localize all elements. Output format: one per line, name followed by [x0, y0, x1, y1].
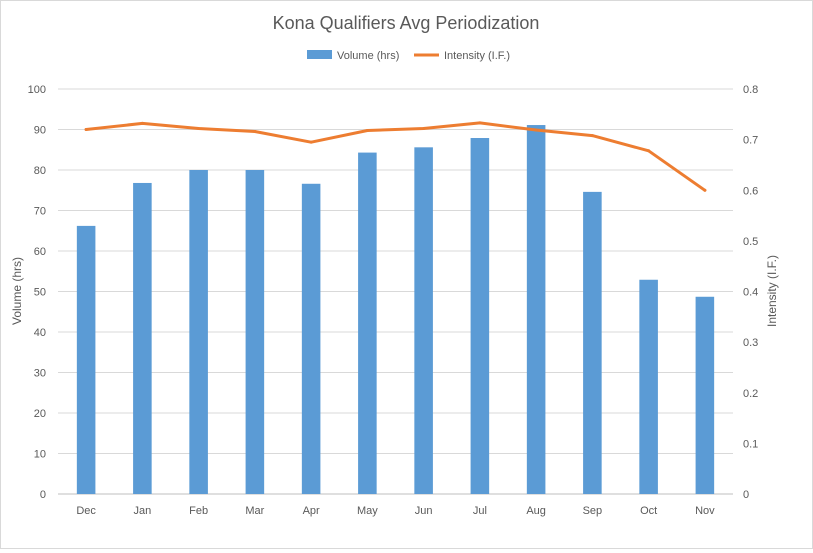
intensity-point [365, 129, 369, 133]
y-tick-label: 30 [34, 368, 46, 380]
y-tick-label: 10 [34, 449, 46, 461]
y2-tick-label: 0 [743, 489, 749, 501]
volume-bar [76, 225, 96, 494]
y2-tick-label: 0.2 [743, 388, 758, 400]
intensity-point [422, 126, 426, 130]
volume-bars [76, 125, 715, 495]
y-tick-label: 50 [34, 287, 46, 299]
intensity-point [534, 128, 538, 132]
x-tick-label: Dec [76, 505, 96, 517]
volume-bar [133, 182, 152, 494]
x-tick-label: Nov [695, 505, 715, 517]
y2-tick-label: 0.3 [743, 337, 758, 349]
x-tick-label: Aug [526, 505, 546, 517]
y2-tick-label: 0.1 [743, 438, 758, 450]
y-tick-label: 70 [34, 206, 46, 218]
y-tick-label: 90 [34, 125, 46, 137]
y-tick-label: 100 [28, 84, 46, 96]
y-tick-label: 40 [34, 327, 46, 339]
y-axis-left-label: Volume (hrs) [10, 257, 24, 325]
y-axis-left-ticks: 0 10 20 30 40 50 60 70 80 90 100 [28, 84, 46, 501]
intensity-series-line [84, 121, 707, 192]
x-tick-label: Jan [134, 505, 152, 517]
legend: Volume (hrs) Intensity (I.F.) [307, 50, 510, 62]
legend-swatch-volume [307, 50, 332, 59]
y2-tick-label: 0.5 [743, 236, 758, 248]
chart-title: Kona Qualifiers Avg Periodization [273, 13, 540, 33]
intensity-point [197, 126, 201, 130]
intensity-line [84, 121, 707, 192]
x-tick-label: Mar [245, 505, 264, 517]
x-tick-label: Apr [303, 505, 320, 517]
volume-bar [526, 125, 546, 495]
volume-bar [301, 183, 321, 494]
intensity-point [647, 149, 651, 153]
volume-bar [470, 138, 490, 494]
x-tick-label: May [357, 505, 378, 517]
x-tick-label: Sep [583, 505, 603, 517]
volume-bar [189, 170, 208, 494]
y-tick-label: 0 [40, 489, 46, 501]
x-tick-label: Jun [415, 505, 433, 517]
y2-tick-label: 0.8 [743, 84, 758, 96]
y2-tick-label: 0.4 [743, 287, 758, 299]
intensity-point [253, 130, 257, 134]
volume-bar [358, 152, 377, 494]
legend-label-volume: Volume (hrs) [337, 50, 399, 62]
y-tick-label: 20 [34, 408, 46, 420]
x-tick-label: Jul [473, 505, 487, 517]
volume-bar [639, 279, 658, 494]
x-axis-ticks: Dec Jan Feb Mar Apr May Jun Jul Aug Sep Oct Nov [76, 505, 715, 517]
y-axis-right-label: Intensity (I.F.) [765, 255, 779, 327]
y-tick-label: 60 [34, 246, 46, 258]
legend-label-intensity: Intensity (I.F.) [444, 50, 510, 62]
gridlines [58, 88, 733, 495]
volume-bar [583, 191, 602, 494]
intensity-point [590, 134, 594, 138]
y2-tick-label: 0.7 [743, 135, 758, 147]
volume-bar [414, 147, 433, 494]
y-tick-label: 80 [34, 165, 46, 177]
intensity-point [478, 121, 482, 125]
y-axis-right-ticks: 0 0.1 0.2 0.3 0.4 0.5 0.6 0.7 0.8 [743, 84, 758, 501]
volume-bar [695, 296, 715, 494]
x-tick-label: Oct [640, 505, 657, 517]
x-tick-label: Feb [189, 505, 208, 517]
y2-tick-label: 0.6 [743, 185, 758, 197]
intensity-point [84, 128, 88, 131]
intensity-point [309, 140, 313, 144]
intensity-point [703, 188, 707, 192]
volume-bar [245, 170, 265, 494]
intensity-point [140, 121, 144, 125]
